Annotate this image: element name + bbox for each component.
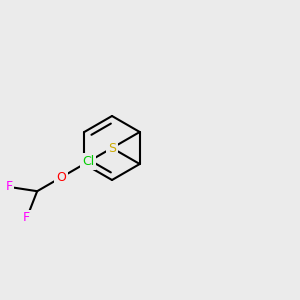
Text: F: F [23,212,30,224]
Text: S: S [108,142,116,154]
Text: O: O [56,171,66,184]
Text: F: F [5,180,12,194]
Text: Cl: Cl [82,155,94,168]
